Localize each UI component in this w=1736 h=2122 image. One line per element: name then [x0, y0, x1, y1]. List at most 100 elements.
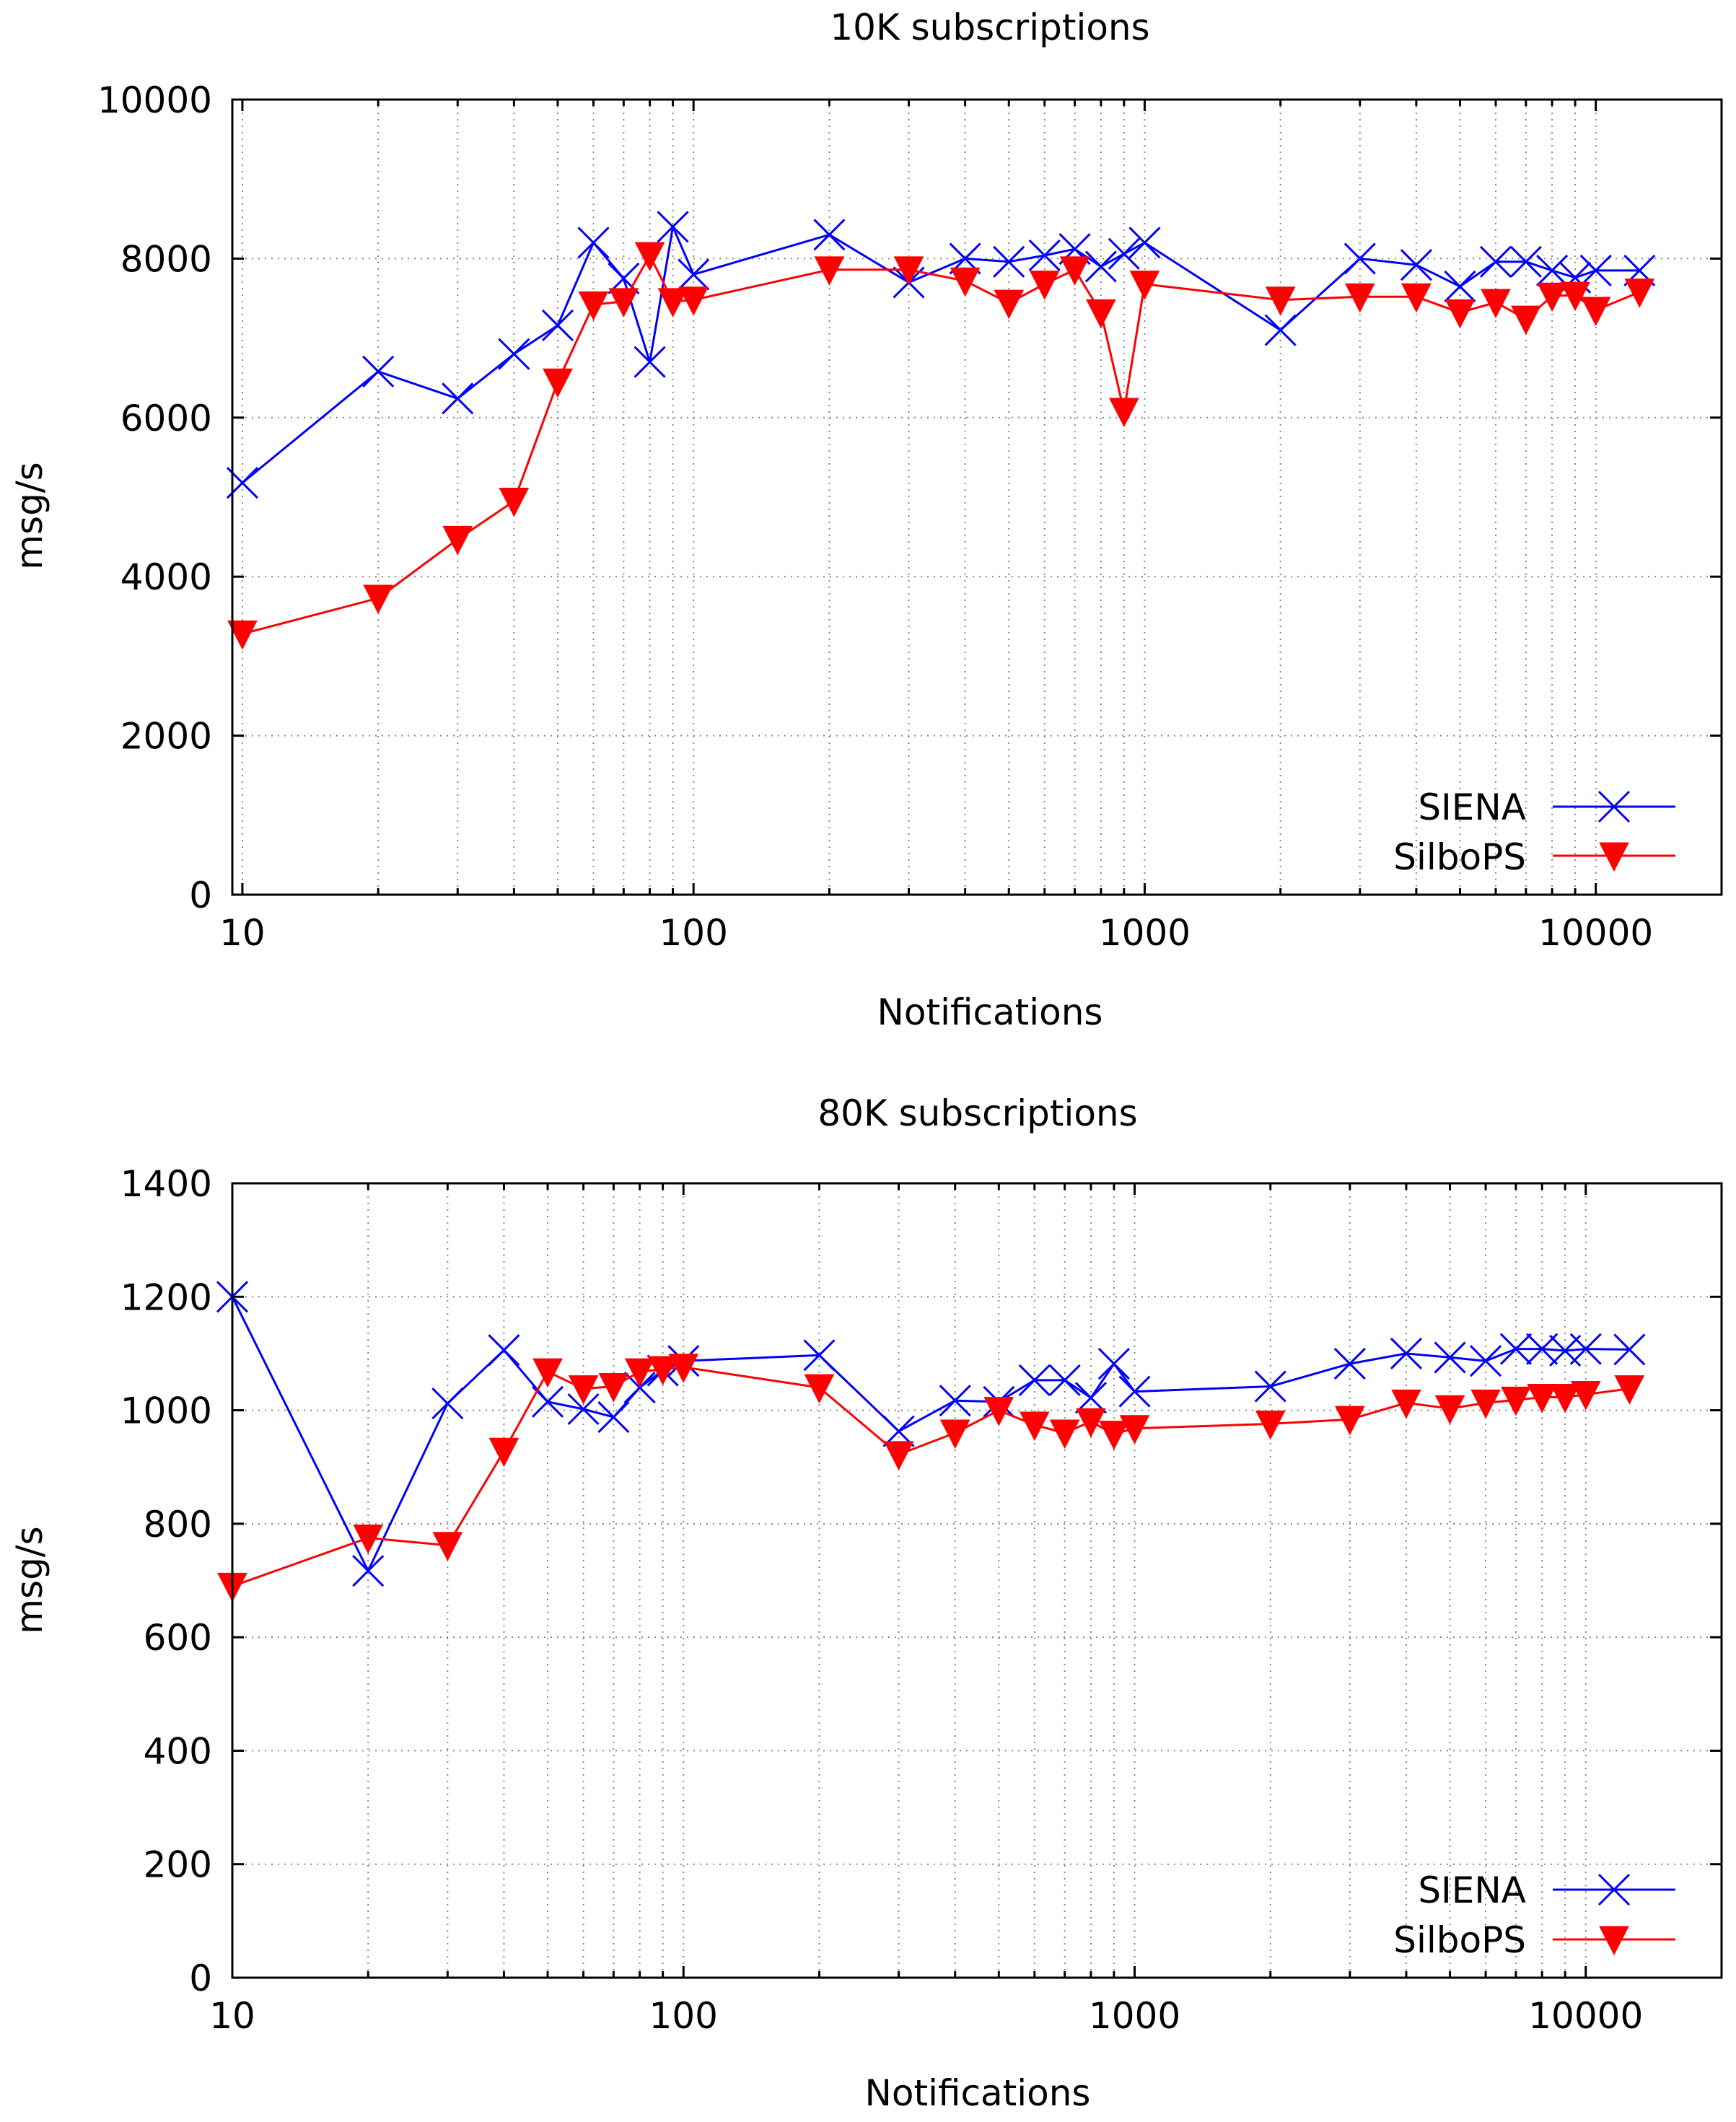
- data-point-siena-stroke-b: [1264, 314, 1297, 346]
- data-point-siena-stroke-b: [1499, 1333, 1532, 1365]
- data-point-silbops-shape: [1560, 281, 1590, 312]
- series-silbops: [217, 1354, 1645, 1603]
- chart-title: 80K subscriptions: [817, 1092, 1137, 1134]
- data-point-silbops: [568, 1375, 599, 1405]
- data-point-silbops-shape: [1501, 1386, 1531, 1416]
- plot-frame: [231, 98, 1723, 896]
- data-point-siena: [1084, 250, 1117, 283]
- data-point-siena-stroke-b: [1097, 1348, 1130, 1380]
- data-point-siena: [1343, 242, 1376, 275]
- data-point-siena-stroke-b: [678, 258, 710, 291]
- legend-entry-silbops: SilboPS: [1393, 1919, 1675, 1961]
- data-point-silbops: [1501, 1386, 1531, 1416]
- data-point-siena-stroke-b: [1333, 1348, 1366, 1380]
- data-point-siena: [1499, 1333, 1532, 1365]
- grid: [232, 1183, 1722, 1978]
- data-point-silbops: [499, 488, 530, 517]
- data-point-silbops: [532, 1358, 563, 1388]
- data-point-silbops-shape: [634, 242, 665, 272]
- x-axis-label: Notifications: [877, 991, 1103, 1033]
- data-point-silbops: [994, 289, 1025, 320]
- data-point-silbops: [1550, 1383, 1580, 1413]
- data-point-silbops: [1481, 289, 1511, 319]
- data-point-siena-stroke-b: [362, 355, 395, 387]
- chart-title: 10K subscriptions: [830, 6, 1149, 48]
- legend-marker-shape-shape: [1599, 1926, 1629, 1956]
- legend-marker-shape-stroke-b: [1597, 790, 1631, 823]
- y-axis-label: msg/s: [9, 462, 51, 569]
- data-point-silbops-shape: [1029, 271, 1060, 300]
- data-point-siena-stroke-b: [1470, 1345, 1502, 1377]
- data-point-siena: [597, 1400, 630, 1434]
- data-point-silbops-shape: [1265, 286, 1296, 316]
- data-point-siena-stroke-b: [567, 1393, 600, 1426]
- data-point-silbops-shape: [668, 1354, 699, 1383]
- y-tick-label: 2000: [120, 716, 212, 758]
- data-point-silbops-shape: [488, 1437, 520, 1468]
- data-point-silbops: [1624, 279, 1655, 308]
- data-point-siena-stroke-b: [488, 1334, 520, 1367]
- data-point-siena-stroke-b: [813, 219, 846, 251]
- data-point-silbops: [814, 256, 845, 286]
- x-tick-label: 10000: [1538, 912, 1653, 954]
- x-tick-label: 1000: [1089, 1995, 1180, 2037]
- y-tick-label: 800: [144, 1504, 212, 1546]
- data-point-siena: [1536, 254, 1569, 286]
- x-axis-label: Notifications: [865, 2072, 1091, 2114]
- data-point-siena-stroke-b: [1509, 245, 1542, 278]
- data-point-silbops-shape: [568, 1375, 599, 1405]
- data-point-silbops: [883, 1441, 914, 1471]
- data-point-siena: [1569, 1333, 1602, 1365]
- data-point-silbops: [939, 1419, 970, 1450]
- data-point-siena-stroke-b: [577, 227, 610, 259]
- data-point-silbops: [363, 584, 393, 615]
- data-point-silbops: [1049, 1419, 1080, 1450]
- data-point-siena: [993, 245, 1025, 278]
- data-point-siena-stroke-b: [803, 1339, 836, 1372]
- series-siena: [216, 1281, 1646, 1587]
- data-point-silbops-shape: [1119, 1415, 1150, 1444]
- legend-entry-siena: SIENA: [1418, 1869, 1675, 1911]
- data-point-silbops-shape: [1470, 1389, 1501, 1419]
- data-point-siena-stroke-b: [1128, 227, 1161, 259]
- data-point-silbops: [227, 621, 258, 650]
- data-point-siena: [1028, 239, 1061, 272]
- data-point-silbops: [983, 1397, 1014, 1426]
- legend-marker-siena: [1597, 1873, 1631, 1906]
- data-point-silbops-shape: [678, 286, 709, 316]
- data-point-silbops-shape: [432, 1532, 463, 1561]
- data-point-silbops: [678, 286, 709, 316]
- data-point-siena: [1254, 1370, 1286, 1403]
- data-point-silbops: [657, 288, 688, 318]
- data-point-siena: [1128, 227, 1161, 259]
- data-point-silbops: [1570, 1381, 1601, 1411]
- legend-marker-siena: [1597, 790, 1631, 823]
- series-silbops: [227, 242, 1655, 650]
- legend-marker-shape: [1597, 1873, 1631, 1906]
- data-point-siena-stroke-b: [1579, 254, 1612, 286]
- data-point-silbops-shape: [1550, 1383, 1580, 1413]
- data-point-silbops-shape: [893, 256, 924, 286]
- data-point-silbops: [353, 1525, 384, 1554]
- data-point-silbops-shape: [1086, 299, 1116, 329]
- data-point-silbops: [608, 288, 639, 318]
- data-point-silbops: [1344, 283, 1375, 313]
- y-tick-label: 200: [144, 1844, 212, 1886]
- data-point-silbops-shape: [804, 1374, 835, 1404]
- data-point-siena: [634, 346, 666, 378]
- legend-marker-shape: [1597, 790, 1631, 823]
- data-point-silbops-shape: [1019, 1411, 1050, 1442]
- legend-marker-shape-shape: [1599, 842, 1629, 872]
- data-point-siena-stroke-b: [1390, 1337, 1423, 1369]
- data-point-silbops: [1029, 271, 1060, 300]
- data-point-siena: [1108, 237, 1140, 270]
- x-tick-label: 10000: [1528, 1995, 1643, 2037]
- legend: SIENA SilboPS: [1393, 786, 1675, 878]
- data-point-silbops: [1265, 286, 1296, 316]
- data-point-siena-stroke-b: [1118, 1375, 1151, 1408]
- legend-label-silbops: SilboPS: [1393, 836, 1526, 878]
- data-point-silbops-shape: [578, 291, 609, 321]
- y-tick-label: 1200: [120, 1276, 212, 1318]
- data-point-siena-stroke-b: [597, 1400, 630, 1434]
